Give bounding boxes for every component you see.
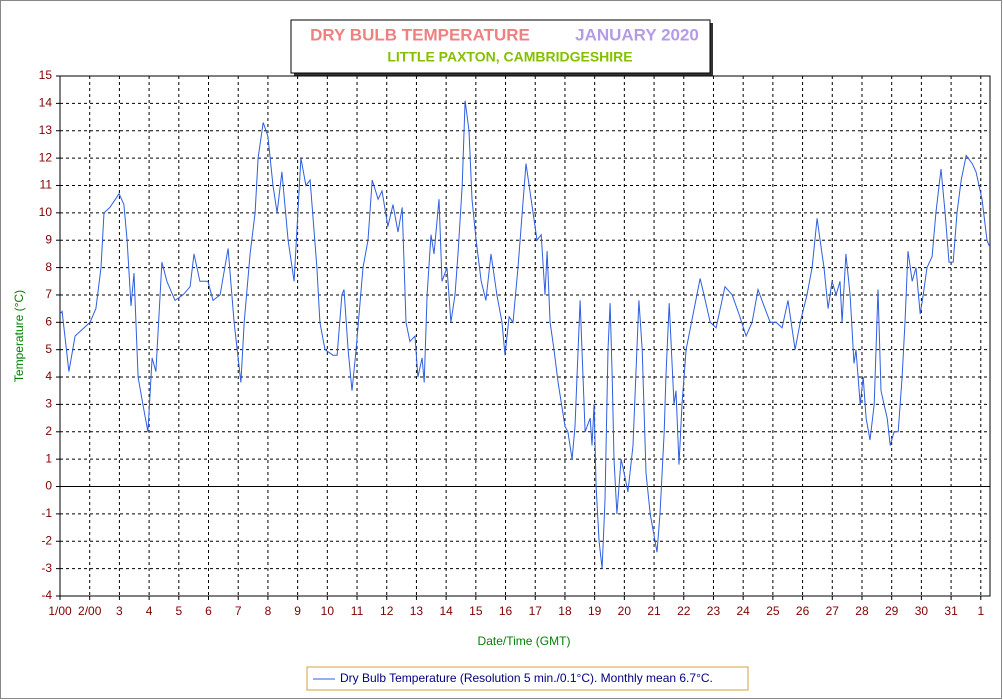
x-tick-label: 4 bbox=[146, 604, 153, 618]
title-box bbox=[290, 19, 711, 74]
x-tick-label: 13 bbox=[410, 604, 424, 618]
y-tick-label: -2 bbox=[41, 533, 52, 547]
y-axis-label: Temperature (°C) bbox=[12, 290, 26, 382]
y-tick-label: 8 bbox=[45, 260, 52, 274]
y-tick-label: 10 bbox=[39, 205, 53, 219]
x-tick-label: 23 bbox=[707, 604, 721, 618]
x-tick-label: 26 bbox=[796, 604, 810, 618]
x-tick-label: 11 bbox=[351, 604, 364, 618]
x-tick-label: 24 bbox=[736, 604, 750, 618]
x-tick-label: 20 bbox=[618, 604, 632, 618]
y-tick-label: 15 bbox=[39, 68, 53, 82]
x-tick-label: 17 bbox=[529, 604, 543, 618]
x-tick-label: 12 bbox=[380, 604, 394, 618]
chart-title-period: JANUARY 2020 bbox=[575, 25, 699, 44]
x-tick-label: 27 bbox=[826, 604, 840, 618]
x-tick-label: 14 bbox=[439, 604, 453, 618]
y-tick-label: -4 bbox=[41, 588, 52, 602]
x-tick-label: 22 bbox=[677, 604, 691, 618]
x-tick-label: 3 bbox=[116, 604, 123, 618]
y-tick-label: 1 bbox=[45, 451, 52, 465]
y-tick-label: 12 bbox=[39, 150, 53, 164]
x-tick-label: 28 bbox=[855, 604, 869, 618]
y-tick-label: 4 bbox=[45, 369, 52, 383]
x-tick-label: 8 bbox=[265, 604, 272, 618]
chart-subtitle: LITTLE PAXTON, CAMBRIDGESHIRE bbox=[387, 49, 632, 65]
legend-box bbox=[306, 666, 749, 691]
x-axis-label: Date/Time (GMT) bbox=[478, 634, 571, 648]
y-tick-label: 11 bbox=[40, 178, 53, 192]
x-tick-label: 19 bbox=[588, 604, 602, 618]
x-tick-label: 2/00 bbox=[78, 604, 102, 618]
x-tick-label: 15 bbox=[469, 604, 483, 618]
x-tick-label: 21 bbox=[647, 604, 661, 618]
x-tick-label: 7 bbox=[235, 604, 242, 618]
y-tick-label: -1 bbox=[41, 506, 52, 520]
x-tick-label: 1/00 bbox=[48, 604, 72, 618]
x-tick-label: 6 bbox=[205, 604, 212, 618]
y-tick-label: 7 bbox=[45, 287, 52, 301]
x-tick-label: 29 bbox=[885, 604, 899, 618]
x-tick-label: 18 bbox=[558, 604, 572, 618]
x-tick-label: 30 bbox=[915, 604, 929, 618]
y-tick-label: 13 bbox=[39, 123, 53, 137]
y-tick-label: -3 bbox=[41, 561, 52, 575]
x-tick-label: 5 bbox=[175, 604, 182, 618]
x-tick-label: 16 bbox=[499, 604, 513, 618]
y-tick-label: 2 bbox=[45, 424, 52, 438]
y-tick-label: 0 bbox=[45, 479, 52, 493]
x-tick-label: 9 bbox=[294, 604, 301, 618]
chart-title: DRY BULB TEMPERATURE bbox=[310, 25, 530, 44]
legend-label: Dry Bulb Temperature (Resolution 5 min./… bbox=[340, 671, 713, 685]
y-tick-label: 3 bbox=[45, 397, 52, 411]
temperature-line bbox=[59, 100, 990, 569]
y-tick-label: 9 bbox=[45, 232, 52, 246]
x-tick-label: 10 bbox=[321, 604, 335, 618]
y-tick-label: 14 bbox=[39, 96, 53, 110]
y-tick-label: 6 bbox=[45, 314, 52, 328]
plot-area bbox=[59, 75, 991, 597]
x-tick-label: 1 bbox=[977, 604, 984, 618]
x-tick-label: 31 bbox=[944, 604, 958, 618]
y-tick-label: 5 bbox=[45, 342, 52, 356]
x-tick-label: 25 bbox=[766, 604, 780, 618]
